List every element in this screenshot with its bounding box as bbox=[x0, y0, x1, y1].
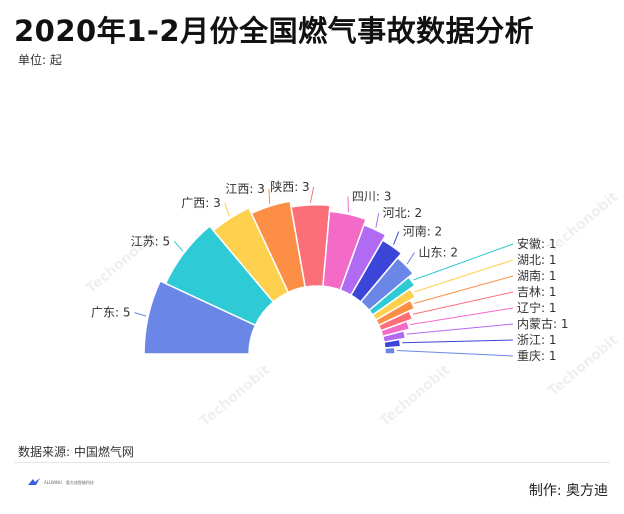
leader-line bbox=[406, 252, 415, 265]
unit-label: 单位: 起 bbox=[18, 53, 62, 67]
slice-label: 陕西: 3 bbox=[270, 179, 310, 194]
leader-line bbox=[396, 350, 514, 357]
leader-line bbox=[414, 259, 514, 293]
leader-line bbox=[173, 241, 184, 252]
slice-label: 江苏: 5 bbox=[131, 234, 171, 248]
logo-mark-icon bbox=[28, 478, 40, 485]
slice-label: 山东: 2 bbox=[418, 246, 458, 260]
pie-slice bbox=[143, 279, 257, 355]
slice-label: 河北: 2 bbox=[383, 206, 423, 220]
footer-divider bbox=[14, 462, 610, 463]
leader-line bbox=[413, 243, 514, 281]
slice-label: 湖北: 1 bbox=[517, 252, 557, 267]
pie-slice bbox=[164, 224, 275, 327]
slice-label: 重庆: 1 bbox=[517, 349, 557, 363]
leader-line bbox=[309, 186, 315, 203]
leader-line bbox=[406, 323, 514, 335]
slice-label: 安徽: 1 bbox=[517, 236, 557, 251]
slice-label: 江西: 3 bbox=[225, 182, 265, 196]
company-logo: ALLWINU 奥方迪智能科技 bbox=[28, 478, 94, 486]
logo-name: 奥方迪智能科技 bbox=[65, 479, 94, 485]
slice-label: 广西: 3 bbox=[181, 196, 221, 210]
maker-credit: 制作: 奥方迪 bbox=[528, 483, 608, 499]
logo-brand: ALLWINU bbox=[44, 479, 62, 485]
leader-line bbox=[268, 188, 271, 205]
leader-line bbox=[412, 291, 514, 315]
data-source: 数据来源: 中国燃气网 bbox=[18, 445, 134, 459]
slice-label: 辽宁: 1 bbox=[517, 300, 557, 315]
leader-line bbox=[347, 196, 349, 213]
pie-slice bbox=[383, 346, 396, 355]
slice-label: 内蒙古: 1 bbox=[517, 316, 569, 331]
leader-line bbox=[402, 339, 514, 344]
leader-line bbox=[393, 231, 400, 245]
leader-line bbox=[375, 213, 380, 228]
slice-label: 河南: 2 bbox=[403, 224, 443, 239]
slice-label: 吉林: 1 bbox=[517, 285, 557, 299]
slice-label: 广东: 5 bbox=[91, 306, 131, 320]
leader-line bbox=[410, 307, 514, 326]
leader-line bbox=[414, 275, 514, 304]
leader-line bbox=[134, 312, 147, 317]
chart-title: 2020年1-2月份全国燃气事故数据分析 bbox=[14, 14, 535, 48]
leader-line bbox=[224, 202, 230, 217]
slice-label: 浙江: 1 bbox=[517, 333, 557, 347]
slice-label: 湖南: 1 bbox=[517, 268, 557, 283]
slice-label: 四川: 3 bbox=[352, 190, 392, 204]
